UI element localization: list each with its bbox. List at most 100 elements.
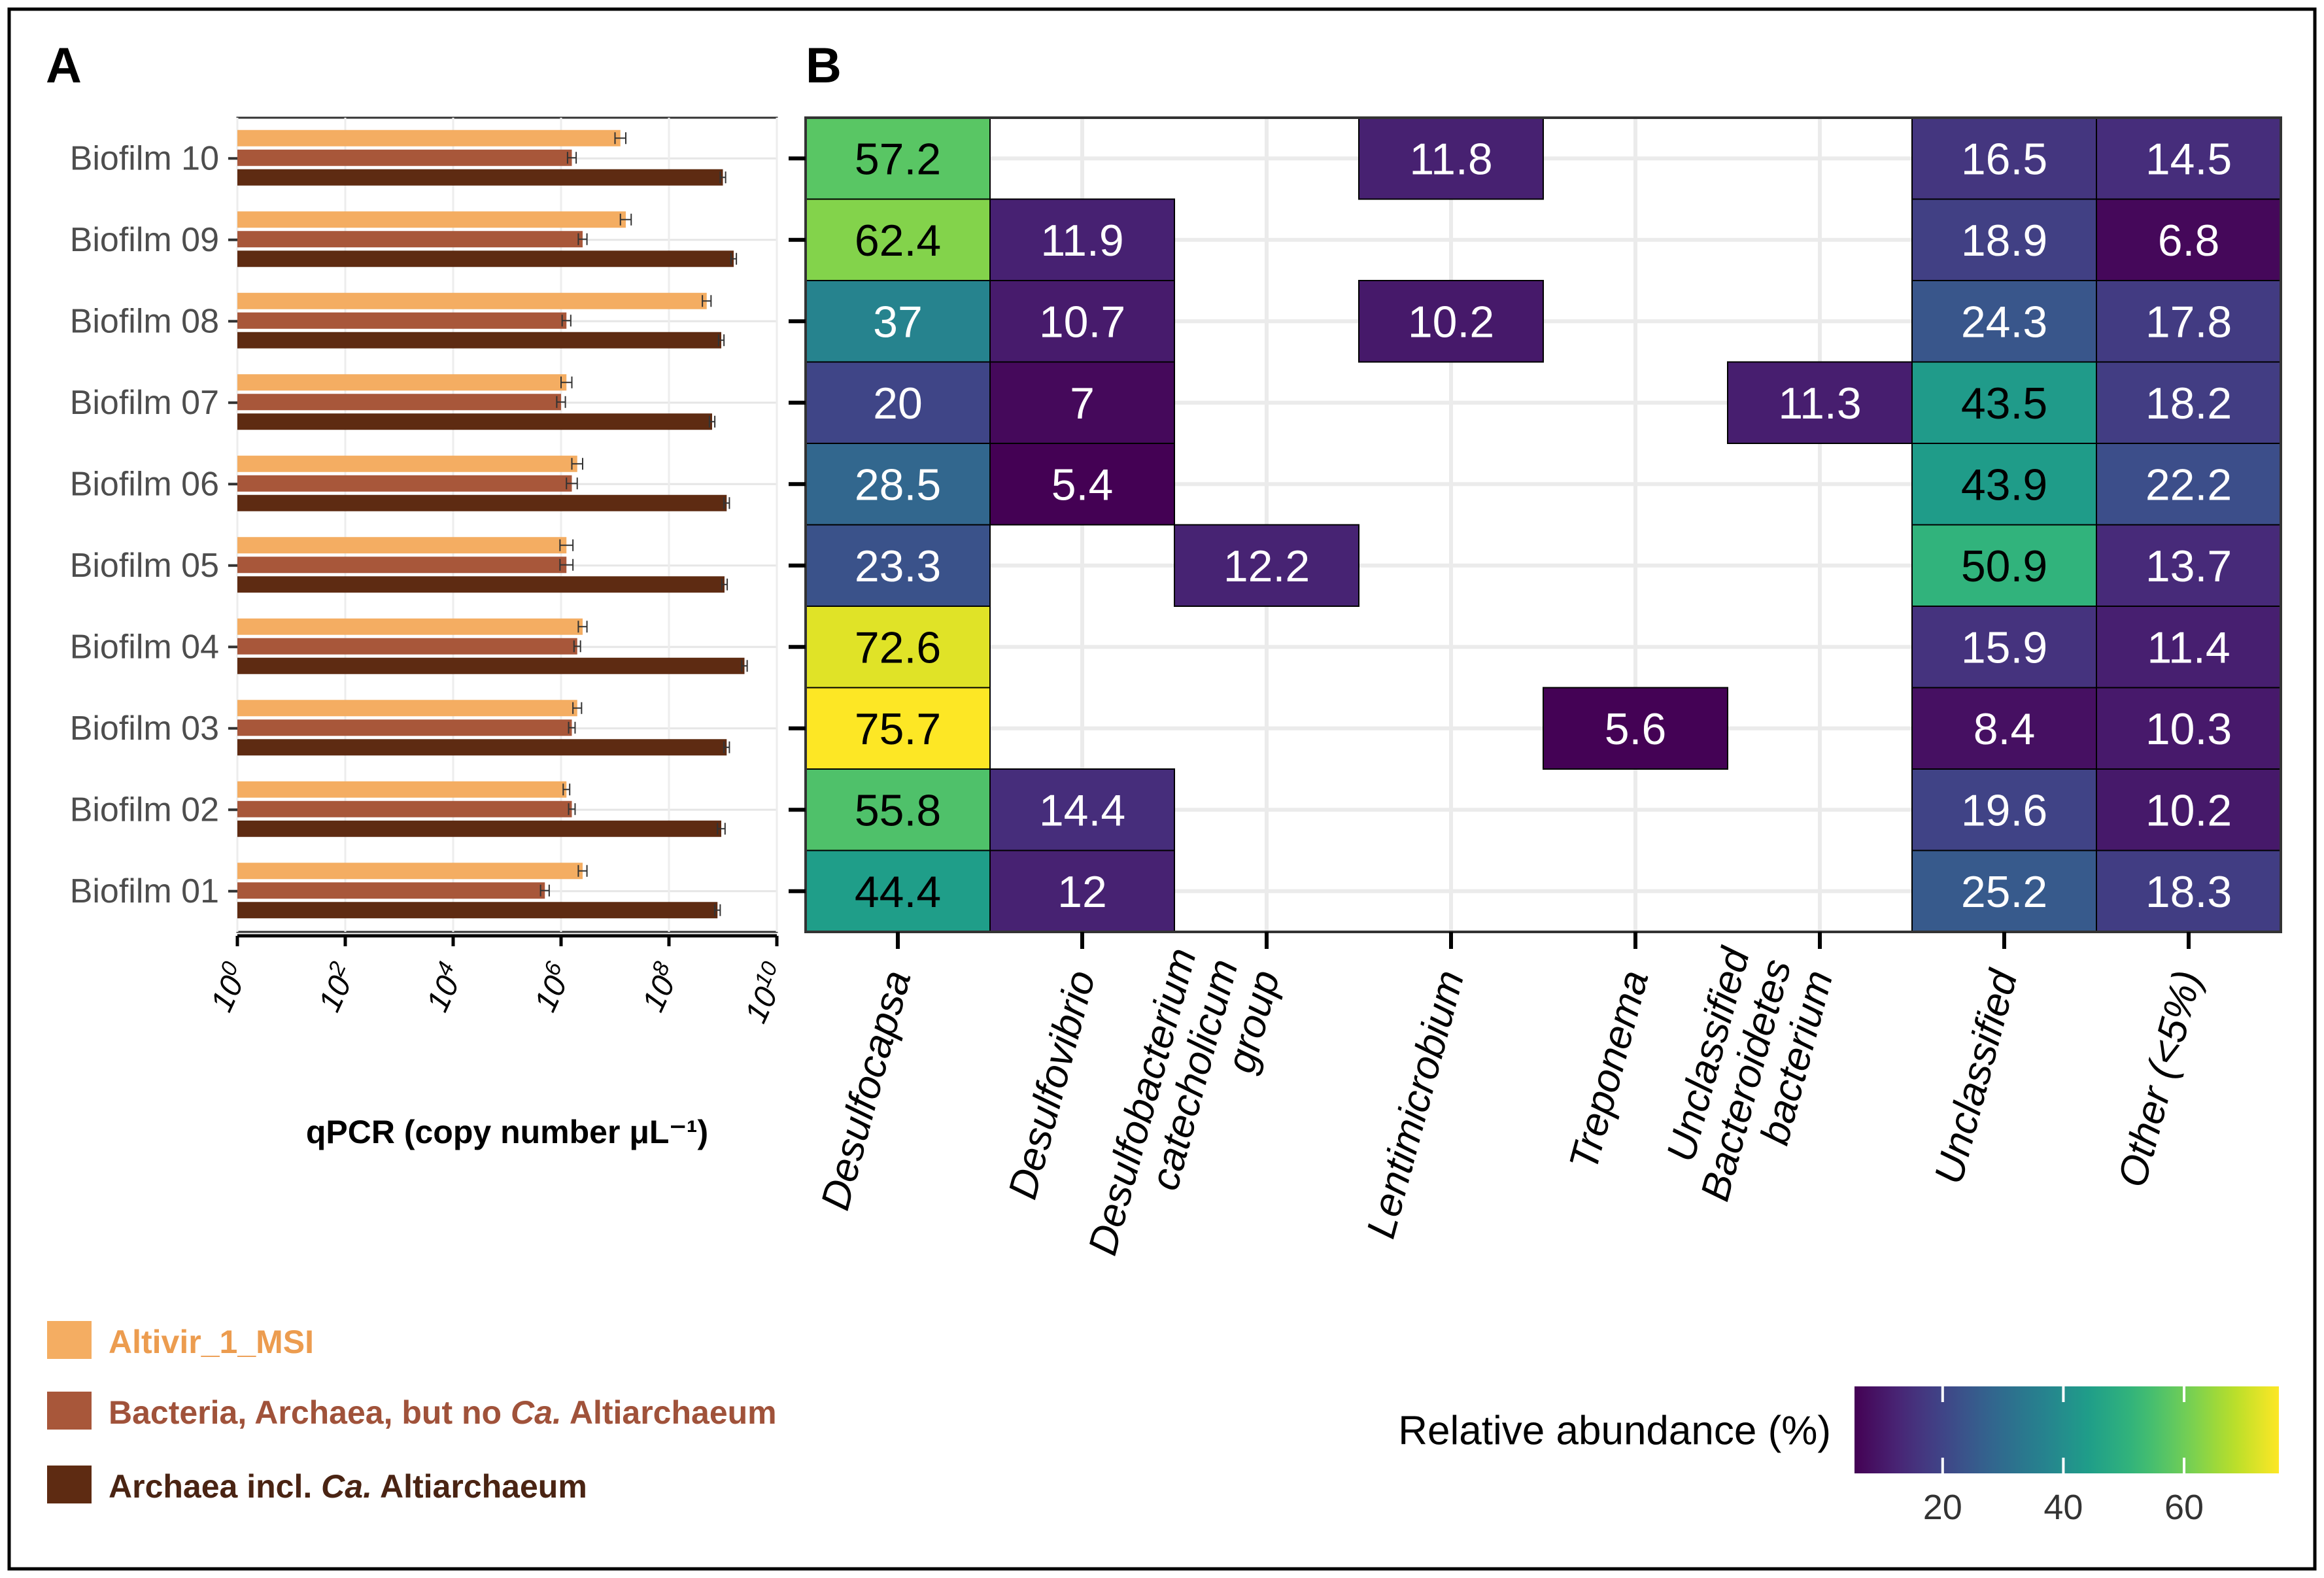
heatmap-cell-label: 55.8 [855,785,941,835]
heatmap-cell-label: 11.8 [1409,134,1492,184]
heatmap-cell [1358,280,1544,363]
panel-label-a: A [46,38,82,94]
bar-altivir [237,129,621,146]
heatmap-cell-label: 6.8 [2158,216,2220,266]
legend-swatch-altivir [47,1321,92,1359]
panel-a-y-tick-label: Biofilm 03 [70,710,219,747]
heatmap-cell-label: 43.9 [1961,460,2047,509]
heatmap-cell-label: 10.3 [2145,704,2232,754]
bar-archaea [237,494,727,511]
bar-bacteria [237,638,577,655]
heatmap-cell-label: 5.6 [1605,704,1667,754]
bar-bacteria [237,800,572,817]
legend-label-bacteria: Bacteria, Archaea, but no Ca. Altiarchae… [109,1394,777,1431]
bar-altivir [237,374,567,391]
heatmap-cell-label: 11.4 [2147,623,2230,672]
bar-altivir [237,211,626,228]
heatmap-cell-label: 75.7 [855,704,941,754]
bar-bacteria [237,394,561,411]
panel-a-legend: Altivir_1_MSI Bacteria, Archaea, but no C… [47,1321,777,1505]
heatmap-cell [989,280,1175,363]
heatmap-cell [1911,849,2097,933]
heatmap-cell-label: 72.6 [855,623,941,672]
bar-bacteria [237,475,572,492]
colorbar-tick-label: 60 [2164,1488,2204,1527]
colorbar-title: Relative abundance (%) [1398,1409,1831,1454]
heatmap-cell-label: 8.4 [1974,704,2036,754]
heatmap-cell-label: 11.3 [1778,379,1861,428]
heatmap-cell-label: 13.7 [2145,541,2232,591]
heatmap-cell-label: 57.2 [855,134,941,184]
heatmap-cell [2096,198,2281,281]
heatmap-cell-label: 10.2 [2145,785,2232,835]
heatmap-cell [2096,524,2281,607]
bar-archaea [237,250,734,267]
panel-a-y-tick-label: Biofilm 05 [70,547,219,585]
heatmap-cell-label: 12.2 [1223,541,1310,591]
heatmap-cell [989,768,1175,851]
heatmap-cell-label: 15.9 [1961,623,2047,672]
legend-swatch-bacteria [47,1392,92,1430]
heatmap-cell [2096,280,2281,363]
heatmap-cell-label: 17.8 [2145,297,2232,347]
bar-bacteria [237,312,567,329]
heatmap-cell [989,849,1175,933]
bar-archaea [237,332,722,349]
bar-archaea [237,739,727,756]
panel-a-y-tick-label: Biofilm 04 [70,628,219,666]
figure-border [7,7,2317,1571]
heatmap-cell-label: 10.7 [1039,297,1125,347]
bar-altivir [237,537,567,554]
bar-archaea [237,902,718,919]
bar-bacteria [237,557,567,574]
heatmap-cell [2096,849,2281,933]
heatmap-cell-label: 50.9 [1961,541,2047,591]
heatmap-cell [805,443,991,526]
heatmap-cell-label: 62.4 [855,216,941,266]
heatmap-cell-label: 5.4 [1051,460,1114,509]
heatmap-cell-label: 14.4 [1039,785,1125,835]
panel-a-y-tick-label: Biofilm 08 [70,302,219,340]
heatmap-cell [2096,117,2281,200]
panel-a-y-tick-label: Biofilm 01 [70,872,219,910]
heatmap-cell-label: 12 [1057,867,1107,917]
panel-a-y-tick-label: Biofilm 02 [70,791,219,829]
bar-archaea [237,413,712,430]
panel-b-border [804,116,2282,933]
panel-a-y-tick-label: Biofilm 09 [70,221,219,259]
heatmap-cell-label: 37 [873,297,923,347]
heatmap-cell [1911,117,2097,200]
panel-label-b: B [806,38,842,94]
heatmap-cell [1543,687,1728,770]
bar-bacteria [237,231,583,248]
heatmap-cell-label: 28.5 [855,460,941,509]
bar-altivir [237,292,707,309]
bar-bacteria [237,719,572,736]
heatmap-cell [1174,524,1359,607]
heatmap-cell-label: 11.9 [1040,216,1123,266]
panel-a-x-axis-title: qPCR (copy number μL⁻¹) [306,1114,708,1150]
legend-label-archaea: Archaea incl. Ca. Altiarchaeum [109,1468,587,1505]
bar-altivir [237,781,567,798]
heatmap-cell-label: 18.9 [1961,216,2047,266]
heatmap-cell-label: 7 [1070,379,1095,428]
heatmap-cell-label: 18.2 [2145,379,2232,428]
panel-a-y-tick-label: Biofilm 06 [70,465,219,503]
bar-archaea [237,820,722,837]
bar-altivir [237,455,577,472]
bar-altivir [237,863,583,880]
bar-bacteria [237,882,545,899]
heatmap-cell [989,443,1175,526]
heatmap-cell [1911,280,2097,363]
heatmap-cell [1727,361,1913,444]
heatmap-cell [1911,687,2097,770]
heatmap-cell [2096,768,2281,851]
heatmap-cell [2096,361,2281,444]
heatmap-cell-label: 19.6 [1961,785,2047,835]
heatmap-cell-label: 24.3 [1961,297,2047,347]
colorbar-tick-label: 20 [1923,1488,1962,1527]
heatmap-cell [2096,687,2281,770]
heatmap-cell-label: 16.5 [1961,134,2047,184]
bar-altivir [237,700,577,717]
